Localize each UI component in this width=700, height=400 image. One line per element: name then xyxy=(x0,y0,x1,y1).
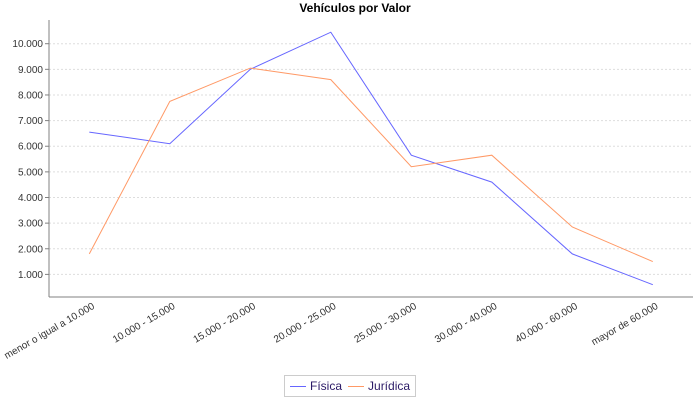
legend-item-juridica[interactable]: Jurídica xyxy=(348,379,410,393)
y-axis-ticks: 1.000 2.000 3.000 4.000 5.000 6.000 7.000 8.000… xyxy=(12,39,49,281)
y-tick-label: 2.000 xyxy=(18,244,43,255)
y-tick-label: 4.000 xyxy=(18,193,43,204)
x-category-label: 15.000 - 20.000 xyxy=(192,301,259,346)
y-tick-label: 10.000 xyxy=(12,39,43,50)
x-category-label: 40.000 - 60.000 xyxy=(514,301,581,346)
x-category-label: 25.000 - 30.000 xyxy=(353,301,420,346)
x-axis-categories: menor o igual a 10.000 10.000 - 15.000 15.… xyxy=(3,301,661,362)
series-lines xyxy=(88,31,653,286)
y-tick-label: 1.000 xyxy=(18,270,43,281)
x-category-label: 10.000 - 15.000 xyxy=(111,301,178,346)
y-tick-label: 8.000 xyxy=(18,90,43,101)
series-line-fisica xyxy=(89,31,653,286)
y-tick-label: 6.000 xyxy=(18,142,43,153)
legend-line-icon xyxy=(290,385,306,387)
chart-title: Vehículos por Valor xyxy=(299,1,411,15)
x-category-label: 30.000 - 40.000 xyxy=(433,301,500,346)
legend-label: Jurídica xyxy=(368,379,411,393)
x-category-label: 20.000 - 25.000 xyxy=(272,301,339,346)
y-tick-label: 7.000 xyxy=(18,116,43,127)
legend-item-fisica[interactable]: Física xyxy=(290,379,342,393)
legend: Física Jurídica xyxy=(284,375,417,397)
y-tick-label: 5.000 xyxy=(18,167,43,178)
legend-line-icon xyxy=(348,385,365,387)
series-line-juridica xyxy=(88,67,653,263)
gridlines xyxy=(49,43,693,275)
x-category-label: mayor de 60.000 xyxy=(590,301,661,348)
y-tick-label: 9.000 xyxy=(18,65,43,76)
y-tick-label: 3.000 xyxy=(18,219,43,230)
x-category-label: menor o igual a 10.000 xyxy=(3,301,97,362)
legend-label: Física xyxy=(310,379,343,393)
